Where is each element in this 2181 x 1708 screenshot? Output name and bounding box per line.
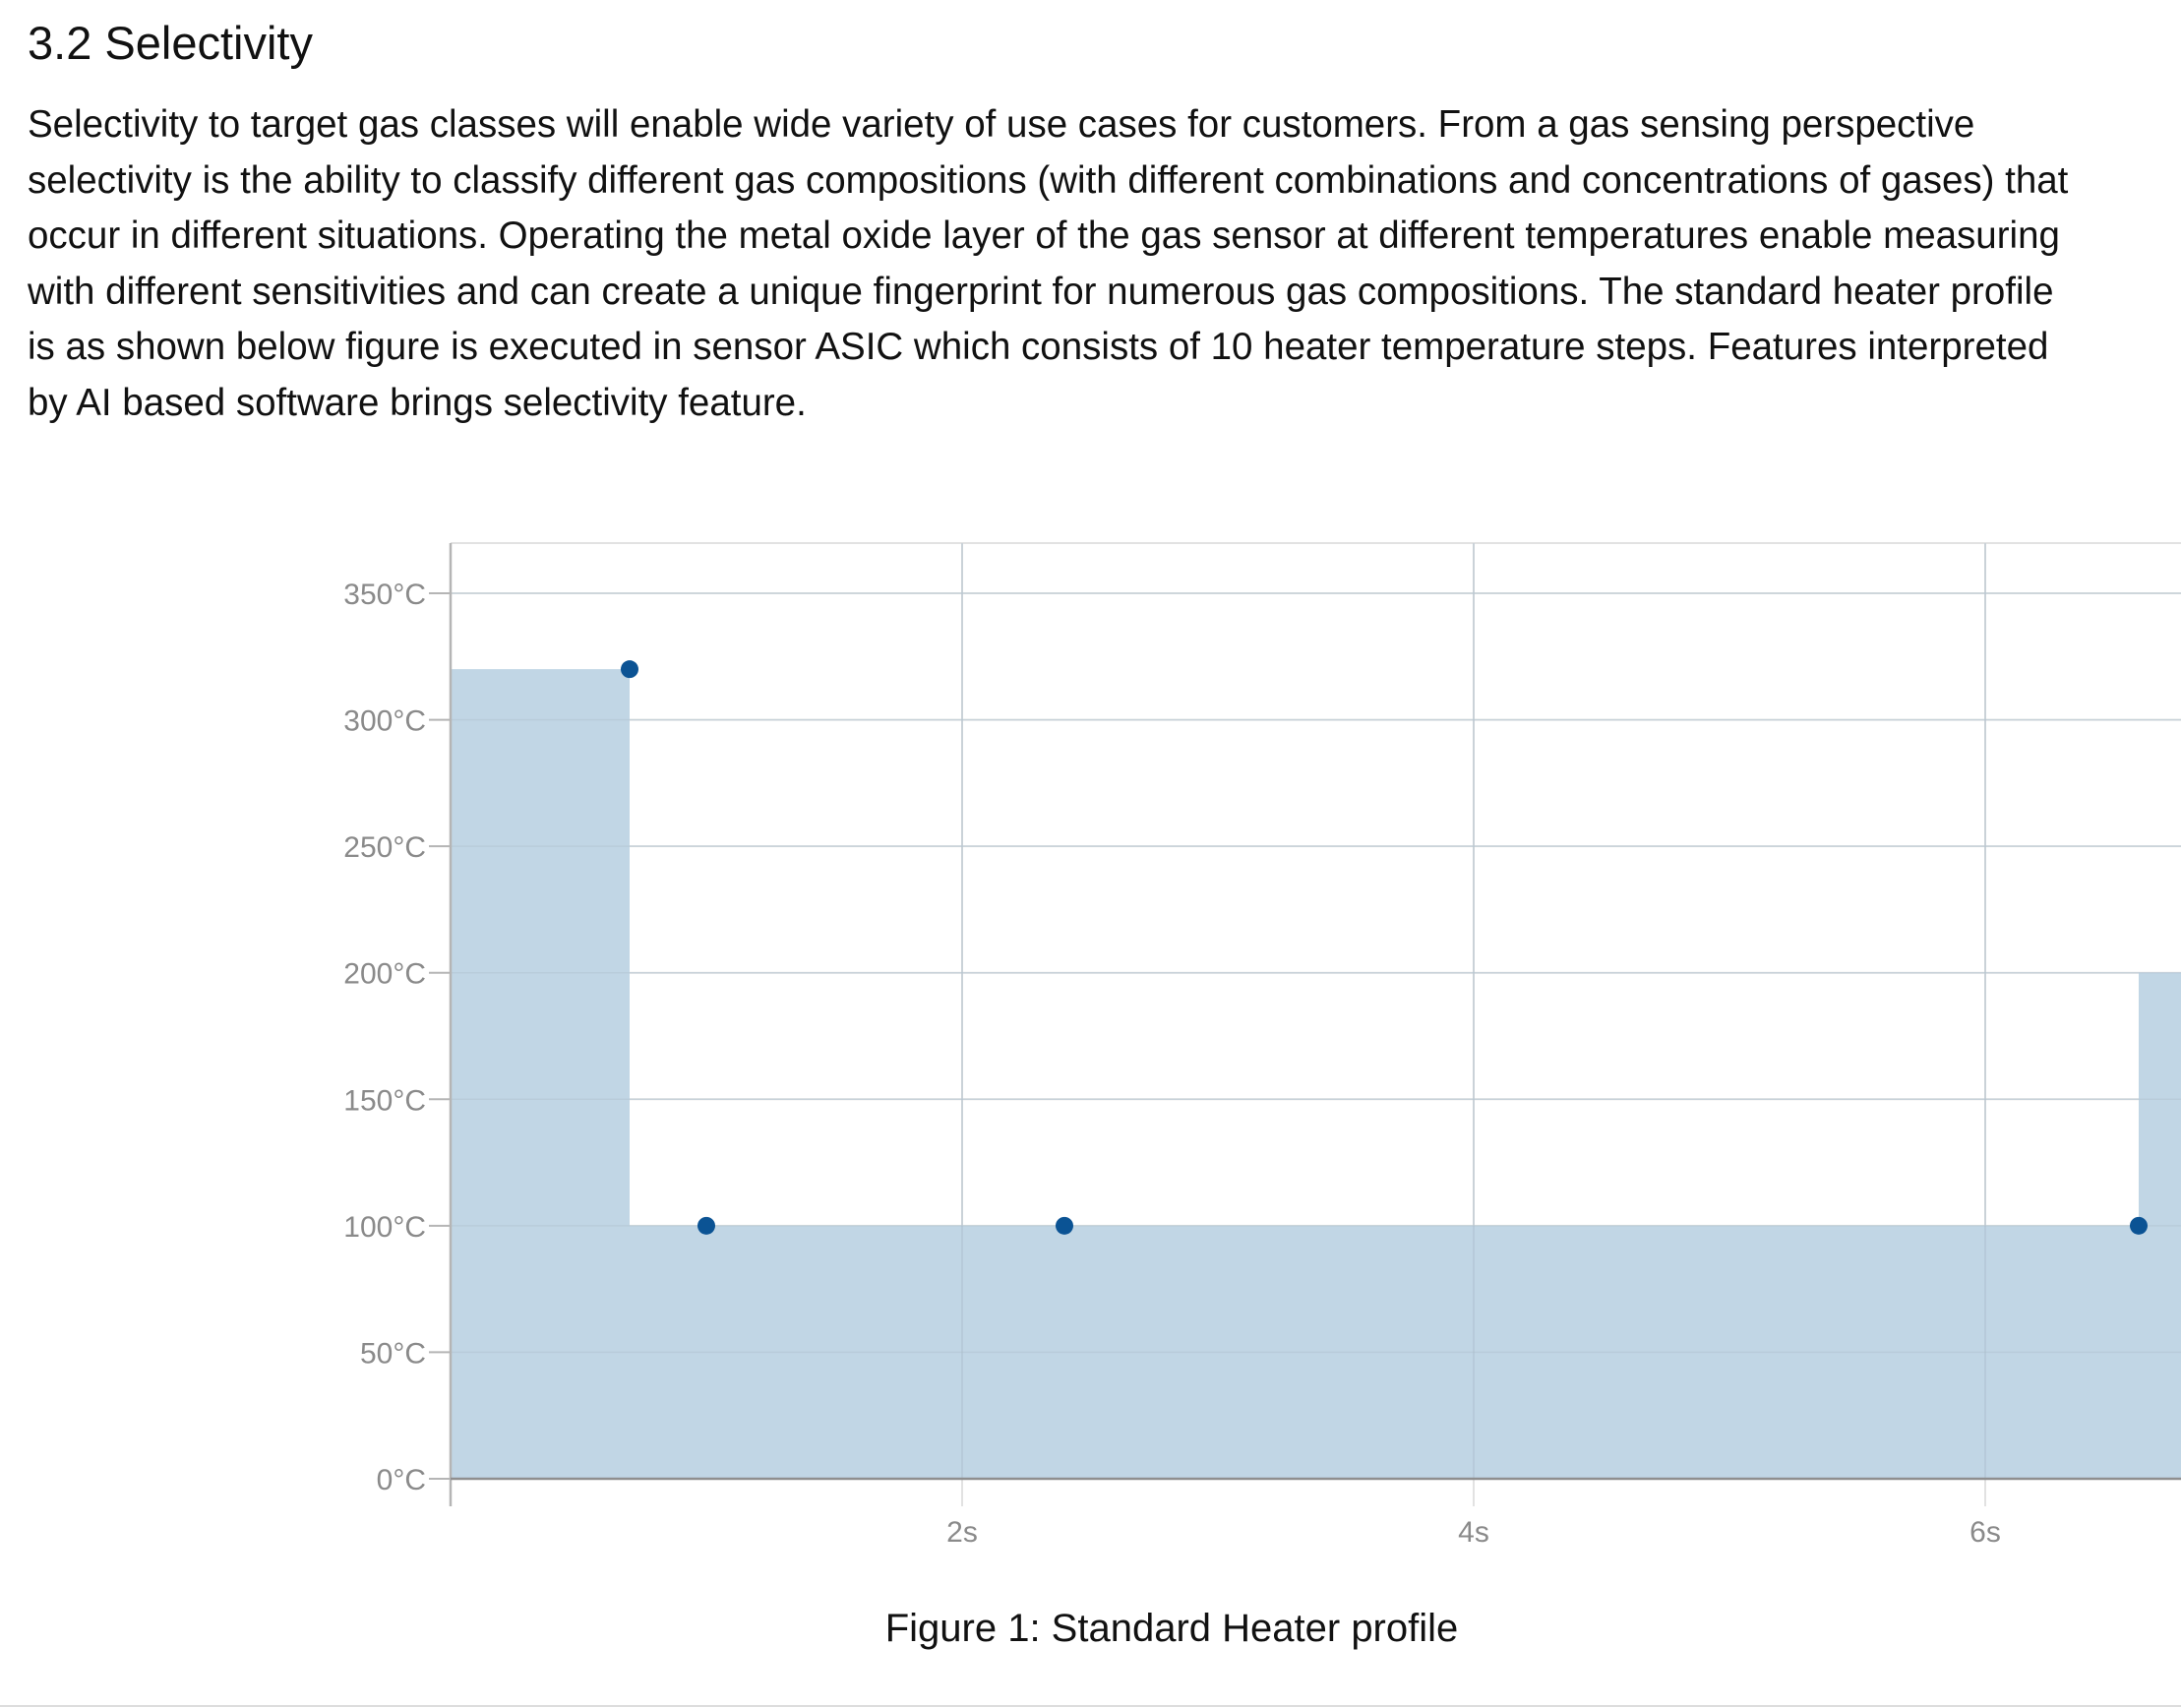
y-tick-label: 300°C (343, 705, 426, 738)
data-point (1056, 1216, 1073, 1235)
body-paragraph: Selectivity to target gas classes will e… (28, 103, 2069, 424)
bottom-rule (0, 1705, 2181, 1707)
figure-caption: Figure 1: Standard Heater profile (0, 1604, 2181, 1653)
y-tick-label: 50°C (360, 1337, 426, 1370)
figure-caption-text: Figure 1: Standard Heater profile (884, 1607, 1459, 1650)
y-tick-label: 350°C (343, 579, 426, 611)
heater-profile-chart: 0°C 50°C 100°C 150°C 200°C 250°C 300°C 350°C 2s 4… (343, 542, 2181, 1549)
section-heading: 3.2 Selectivity (28, 17, 313, 69)
y-tick-label: 200°C (343, 958, 426, 991)
x-tick-label: 2s (946, 1516, 978, 1549)
heater-profile-figure: 0°C 50°C 100°C 150°C 200°C 250°C 300°C 350°C 2s 4… (0, 512, 2181, 1663)
data-point (697, 1216, 715, 1235)
x-tick-label: 6s (1969, 1516, 2001, 1549)
y-tick-label: 0°C (377, 1464, 426, 1496)
data-point (2130, 1216, 2148, 1235)
heater-step-area (451, 669, 2181, 1479)
y-tick-label: 100°C (343, 1211, 426, 1244)
x-tick-label: 4s (1458, 1516, 1489, 1549)
y-tick-label: 250°C (343, 831, 426, 864)
y-tick-label: 150°C (343, 1084, 426, 1117)
data-point (621, 660, 638, 679)
